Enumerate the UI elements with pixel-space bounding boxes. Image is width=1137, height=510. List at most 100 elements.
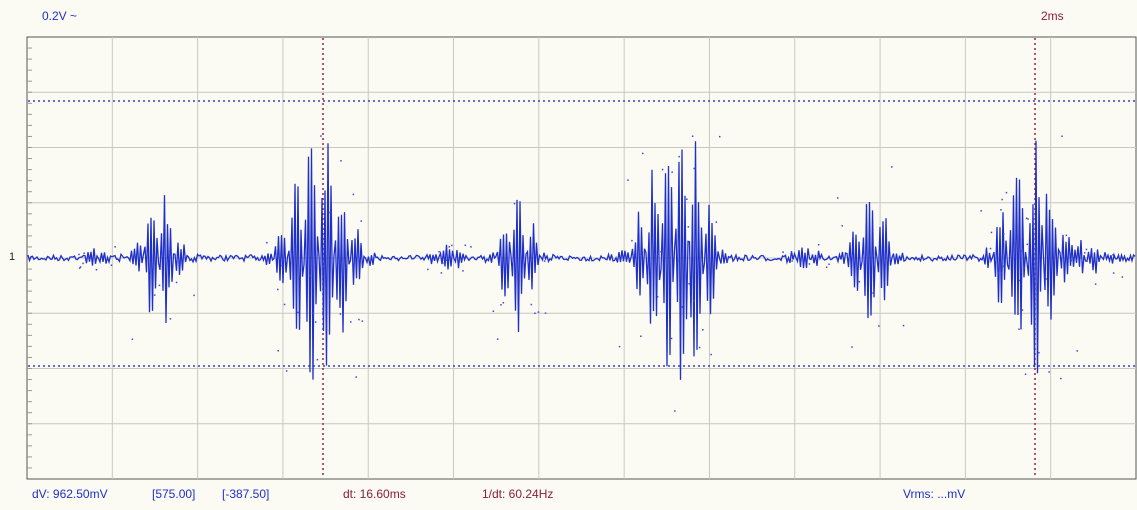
noise-dot [627, 179, 629, 181]
noise-dot [83, 252, 85, 254]
noise-dot [1018, 328, 1020, 330]
noise-dot [543, 260, 546, 262]
noise-dot [1094, 283, 1097, 285]
noise-dot [693, 299, 695, 302]
noise-dot [79, 266, 82, 268]
noise-dot [1085, 248, 1088, 251]
noise-dot [691, 135, 694, 137]
delta-voltage-readout: dV: 962.50mV [32, 487, 108, 501]
noise-dot [314, 321, 317, 323]
noise-dot [878, 325, 880, 327]
noise-dot [670, 337, 673, 340]
noise-dot [660, 251, 662, 253]
noise-dot [791, 260, 793, 262]
noise-dot [470, 246, 472, 248]
noise-dot [1001, 272, 1003, 274]
noise-dot [281, 264, 283, 267]
noise-dot [464, 244, 467, 246]
noise-dot [266, 241, 268, 244]
noise-dot [997, 272, 999, 274]
noise-dot [309, 274, 311, 277]
noise-dot [1025, 217, 1028, 220]
noise-dot [1002, 265, 1005, 268]
noise-dot [281, 280, 284, 282]
noise-dot [697, 267, 699, 269]
noise-dot [492, 310, 495, 312]
vrms-readout: Vrms: ...mV [903, 487, 966, 501]
noise-dot [1033, 243, 1036, 245]
noise-dot [698, 346, 701, 349]
noise-dot [169, 318, 172, 320]
noise-dot [355, 376, 357, 378]
noise-dot [1021, 309, 1024, 311]
noise-dot [320, 135, 322, 137]
noise-dot [361, 320, 364, 322]
noise-dot [358, 318, 360, 321]
noise-dot [715, 221, 718, 223]
noise-dot [312, 312, 314, 314]
noise-dot [1023, 266, 1025, 269]
noise-dot [1000, 209, 1002, 211]
noise-dot [1038, 351, 1040, 354]
cursor-a-value: [575.00] [152, 487, 196, 501]
noise-dot [339, 313, 342, 315]
noise-dot [858, 280, 861, 283]
noise-dot [891, 166, 893, 168]
noise-dot [1026, 243, 1028, 246]
noise-dot [451, 244, 453, 247]
noise-dot [817, 244, 820, 246]
noise-dot [277, 350, 279, 352]
noise-dot [1003, 233, 1005, 235]
noise-dot [825, 266, 828, 268]
noise-dot [537, 311, 540, 313]
noise-dot [726, 260, 728, 262]
noise-dot [502, 302, 505, 304]
noise-dot [534, 312, 536, 314]
noise-dot [719, 135, 721, 138]
noise-dot [340, 160, 342, 162]
noise-dot [808, 263, 811, 265]
noise-dot [438, 251, 440, 253]
noise-dot [297, 311, 299, 314]
noise-dot [980, 210, 982, 212]
noise-dot [671, 171, 673, 173]
noise-dot [841, 225, 843, 227]
oscilloscope-display[interactable] [0, 0, 1137, 485]
noise-dot [851, 346, 853, 348]
noise-dot [360, 220, 362, 222]
noise-dot [114, 246, 116, 248]
noise-dot [1121, 276, 1124, 278]
noise-dot [640, 335, 642, 337]
noise-dot [513, 202, 516, 205]
noise-dot [642, 152, 644, 155]
noise-dot [285, 370, 288, 372]
noise-dot [1027, 218, 1029, 220]
noise-dot [445, 259, 448, 261]
noise-dot [837, 197, 839, 199]
noise-dot [1076, 350, 1078, 352]
noise-dot [618, 345, 621, 348]
noise-dot [1112, 254, 1114, 256]
noise-dot [693, 167, 695, 170]
noise-dot [677, 260, 679, 262]
noise-dot [872, 292, 874, 294]
noise-dot [710, 353, 712, 356]
channel-marker: 1 [9, 251, 16, 263]
noise-dot [1061, 135, 1063, 137]
noise-dot [1112, 272, 1115, 274]
noise-dot [350, 321, 352, 323]
noise-dot [686, 198, 688, 200]
noise-dot [884, 254, 886, 257]
noise-dot [175, 281, 178, 284]
noise-dot [687, 226, 690, 228]
noise-dot [131, 338, 134, 340]
noise-dot [828, 263, 830, 265]
noise-dot [702, 329, 704, 331]
noise-dot [78, 267, 81, 269]
noise-dot [1065, 234, 1068, 237]
noise-dot [462, 270, 464, 272]
noise-dot [110, 264, 113, 266]
signal-trace [27, 140, 1136, 380]
noise-dot [1070, 259, 1073, 262]
noise-dot [631, 239, 633, 242]
